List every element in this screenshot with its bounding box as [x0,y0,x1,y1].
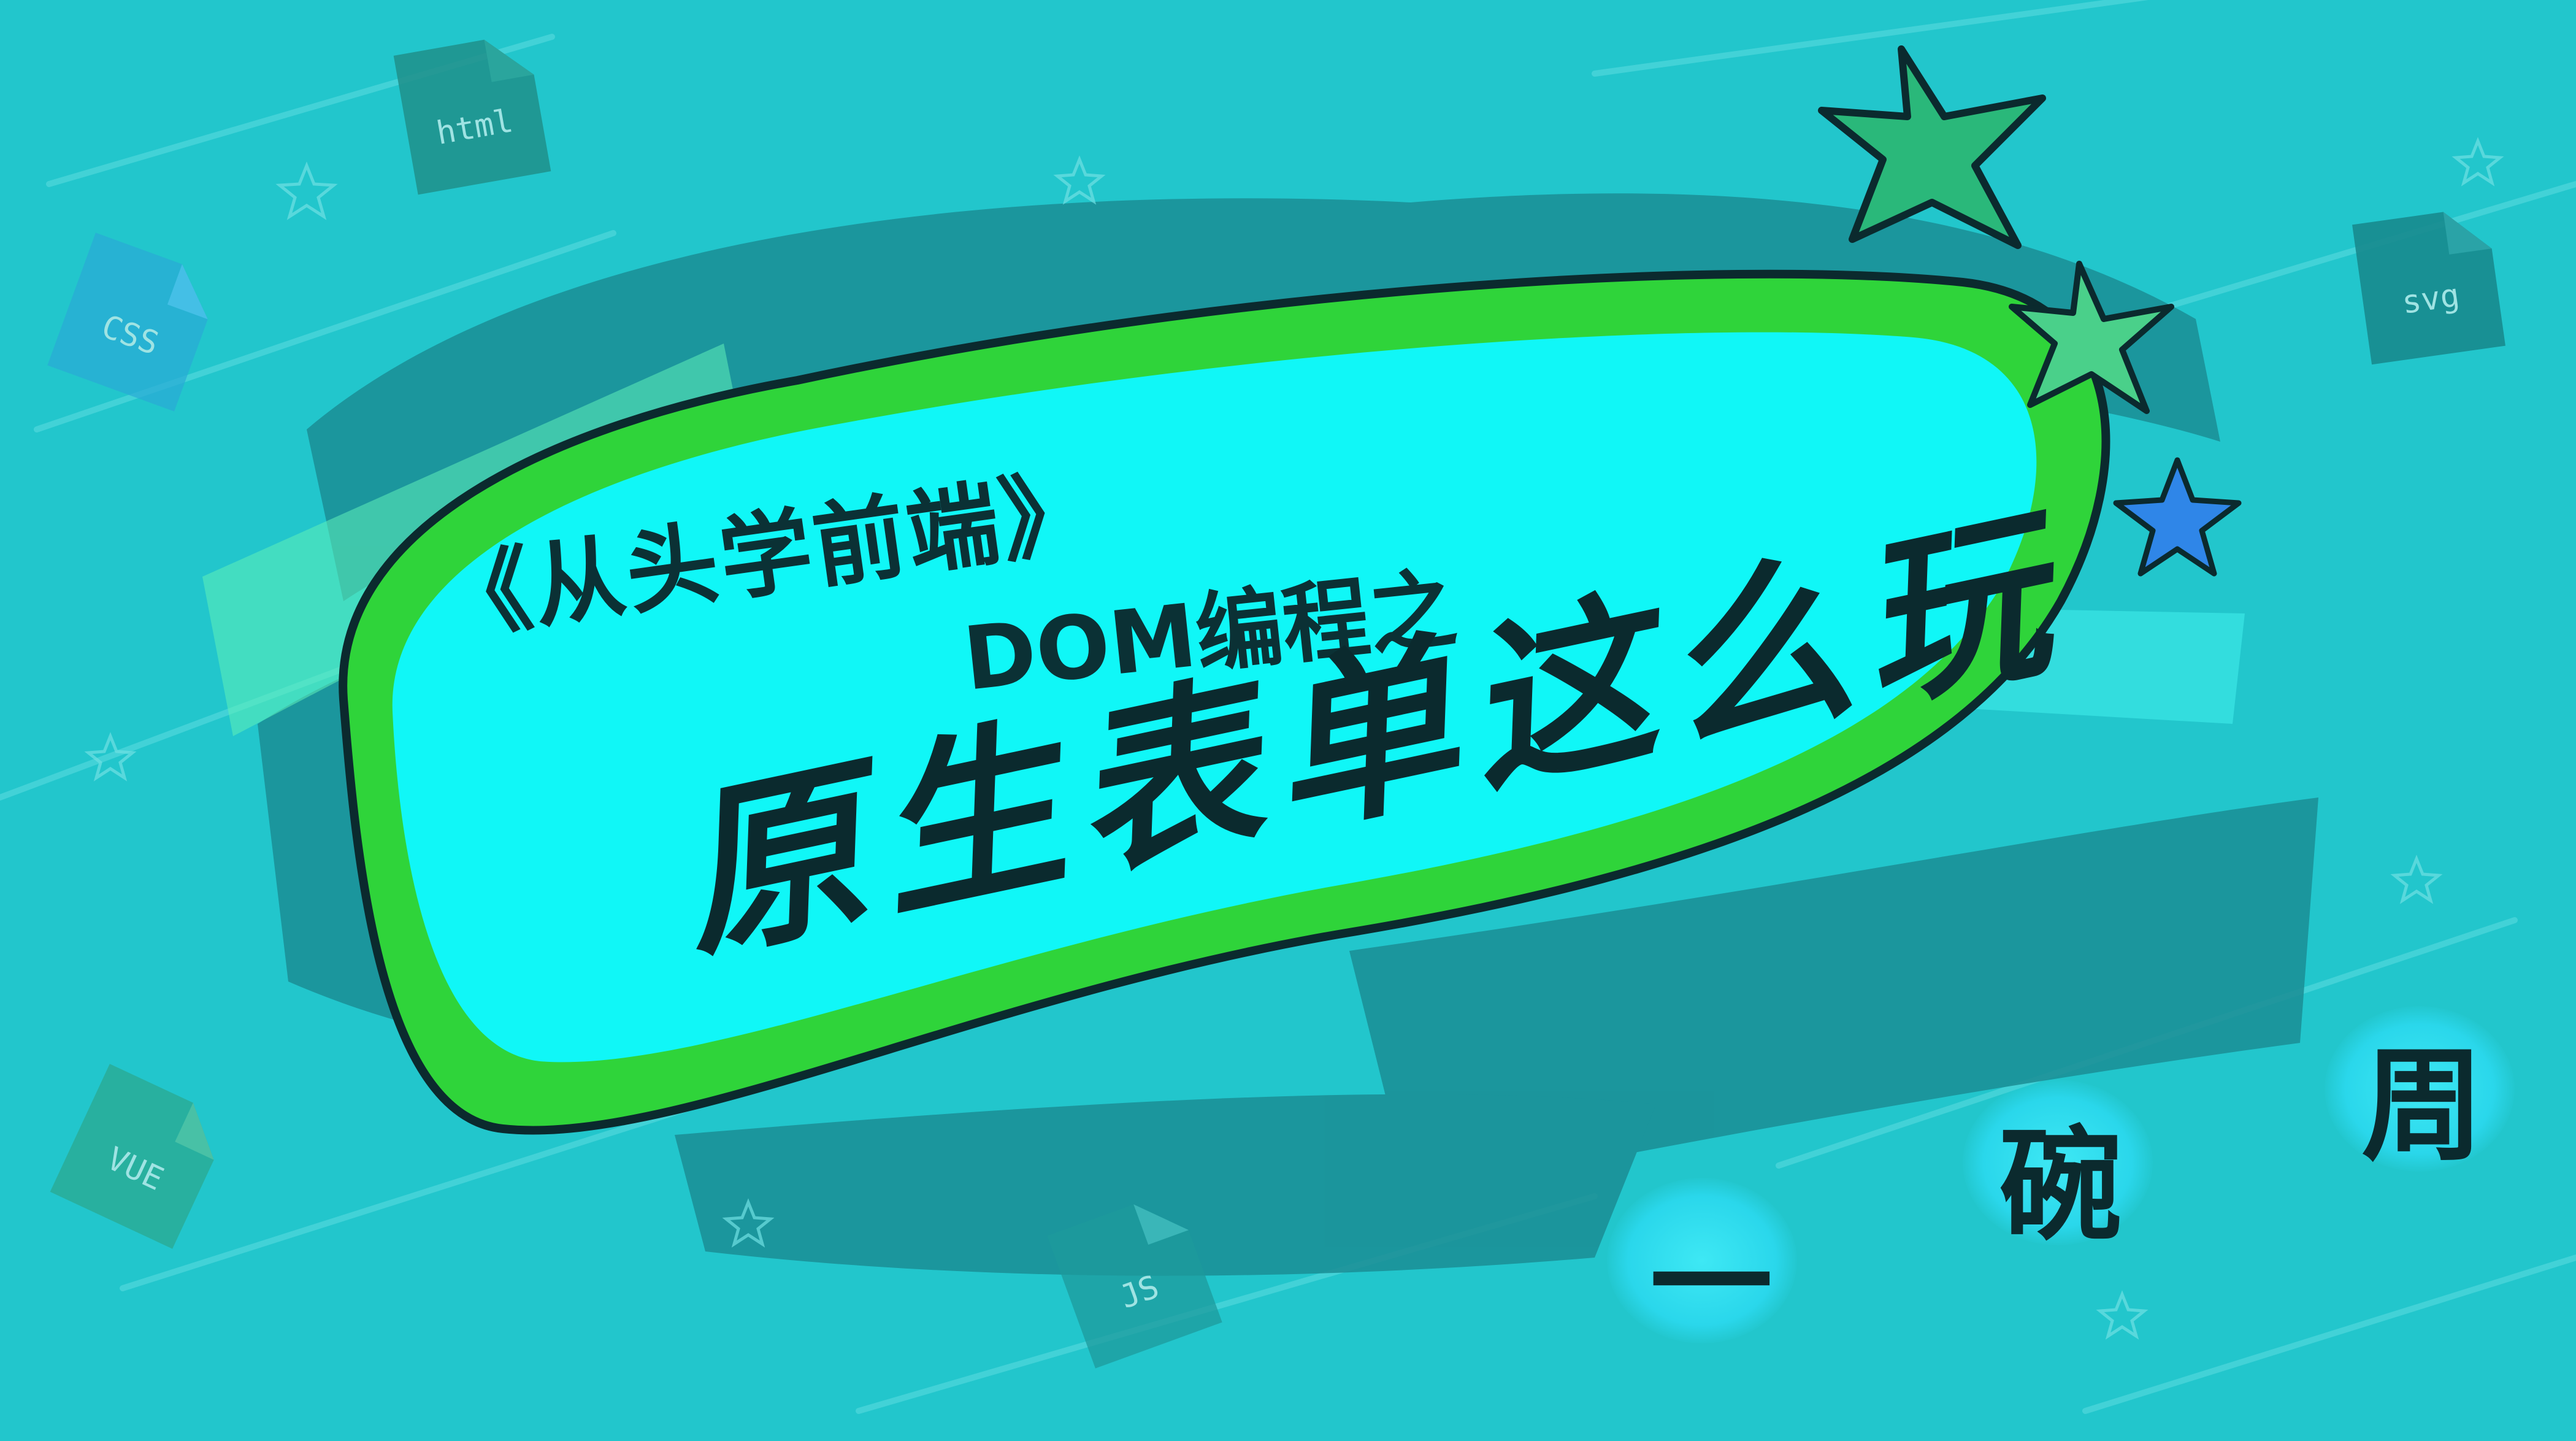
author-char-3: 周 [2361,1034,2485,1178]
star-icon [1818,45,2046,249]
file-css-icon: CSS [39,225,230,419]
file-html-icon: html [386,25,558,202]
author-cloud [2325,1006,2515,1172]
author-char-1: 一 [1650,1212,1773,1356]
file-js-icon: JS [1039,1182,1230,1376]
author-cloud [1607,1178,1797,1343]
star-icon [2009,261,2174,414]
author-cloud [1963,1080,2153,1245]
author-char-2: 碗 [1999,1113,2123,1258]
star-icon [2113,457,2242,577]
frame-inner [392,332,2037,1062]
file-svg-icon: svg [2345,199,2512,372]
file-vue-icon: VUE [42,1056,240,1257]
